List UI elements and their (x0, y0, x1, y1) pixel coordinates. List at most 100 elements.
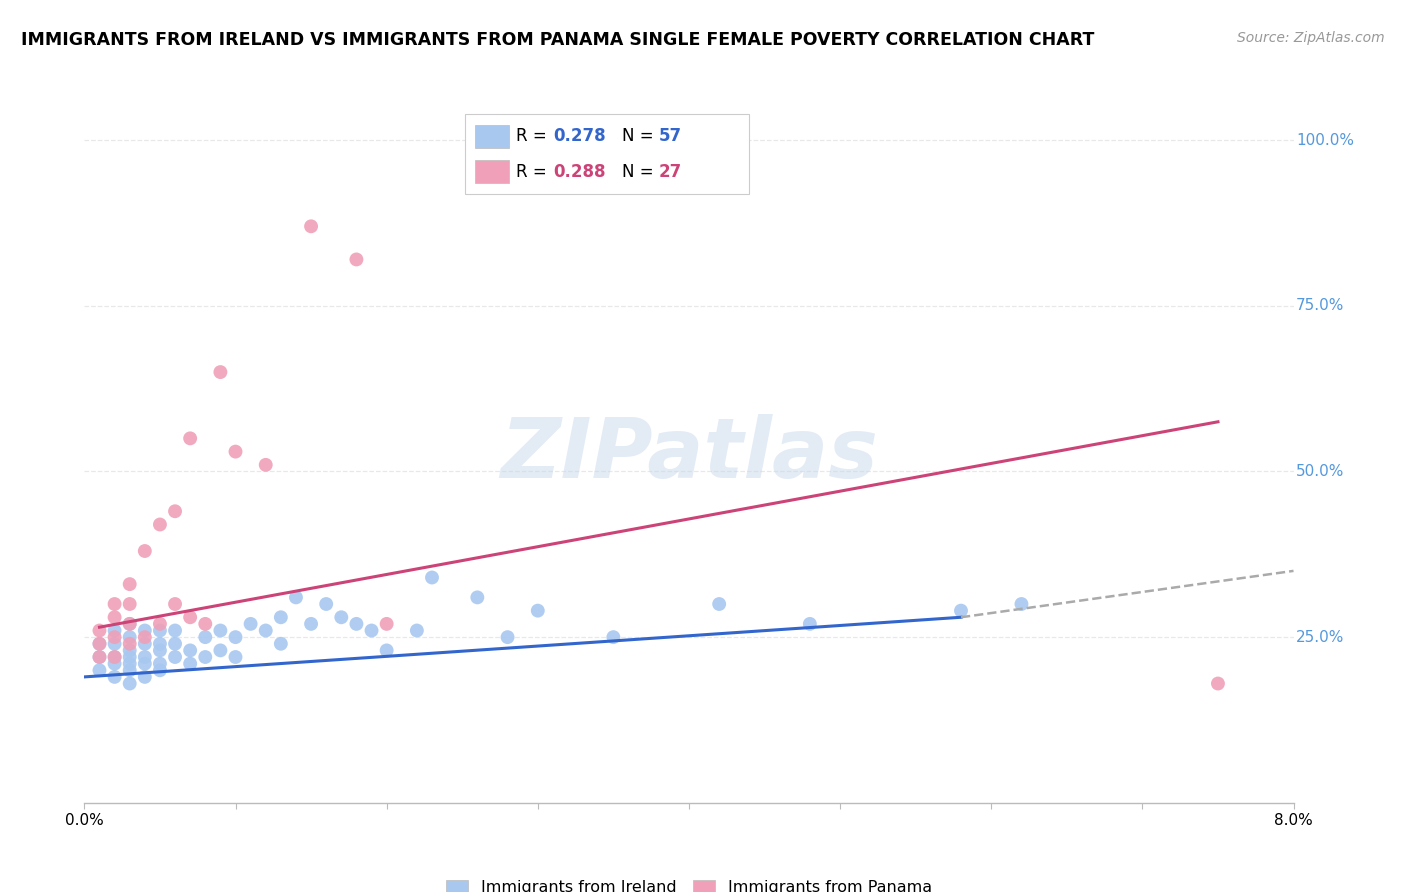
Point (165, 504, 187, 518)
Point (118, 597, 141, 611)
Text: IMMIGRANTS FROM IRELAND VS IMMIGRANTS FROM PANAMA SINGLE FEMALE POVERTY CORRELAT: IMMIGRANTS FROM IRELAND VS IMMIGRANTS FR… (21, 31, 1094, 49)
Point (165, 597, 187, 611)
Point (527, 604, 550, 618)
Point (299, 219, 322, 234)
Point (104, 637, 127, 651)
Text: R =: R = (516, 162, 553, 180)
Point (118, 616, 141, 631)
Point (420, 570, 443, 584)
Point (209, 643, 232, 657)
Point (330, 610, 353, 624)
Point (165, 637, 187, 651)
Bar (475, 125, 509, 147)
Point (118, 663, 141, 677)
Point (134, 650, 156, 665)
Point (179, 643, 201, 657)
Point (89, 650, 111, 665)
Text: 27: 27 (658, 162, 682, 180)
Point (134, 637, 156, 651)
Point (118, 630, 141, 644)
Point (496, 630, 519, 644)
Point (104, 657, 127, 671)
Point (104, 650, 127, 665)
Point (950, 604, 973, 618)
Point (239, 616, 262, 631)
Point (104, 624, 127, 638)
Point (179, 431, 201, 445)
Point (165, 650, 187, 665)
Point (360, 624, 382, 638)
Point (118, 637, 141, 651)
Point (118, 577, 141, 591)
Point (315, 597, 337, 611)
Text: 0.288: 0.288 (554, 162, 606, 180)
Point (225, 630, 247, 644)
Text: Source: ZipAtlas.com: Source: ZipAtlas.com (1237, 31, 1385, 45)
Point (104, 670, 127, 684)
Point (149, 643, 172, 657)
Point (118, 616, 141, 631)
Point (179, 657, 201, 671)
Point (149, 657, 172, 671)
Text: 57: 57 (658, 128, 682, 145)
Point (375, 643, 398, 657)
Point (118, 643, 141, 657)
Point (149, 624, 172, 638)
Point (254, 624, 277, 638)
Text: 75.0%: 75.0% (1296, 298, 1344, 313)
Point (149, 616, 172, 631)
Point (134, 624, 156, 638)
Point (89, 637, 111, 651)
Point (104, 610, 127, 624)
Point (225, 650, 247, 665)
Point (346, 252, 368, 267)
Point (118, 676, 141, 690)
Point (209, 365, 232, 379)
Point (709, 597, 731, 611)
Point (1206, 676, 1229, 690)
Point (1011, 597, 1033, 611)
Text: R =: R = (516, 128, 553, 145)
Point (299, 616, 322, 631)
Text: 100.0%: 100.0% (1296, 133, 1354, 148)
Point (149, 663, 172, 677)
Point (270, 637, 292, 651)
Text: 0.278: 0.278 (554, 128, 606, 145)
Point (225, 444, 247, 458)
Text: 50.0%: 50.0% (1296, 464, 1344, 479)
Point (104, 597, 127, 611)
Point (346, 616, 368, 631)
Point (194, 616, 217, 631)
Point (194, 650, 217, 665)
Point (118, 657, 141, 671)
Point (134, 630, 156, 644)
Point (284, 591, 308, 605)
Point (602, 630, 624, 644)
Point (165, 624, 187, 638)
FancyBboxPatch shape (465, 114, 749, 194)
Point (89, 650, 111, 665)
Point (799, 616, 821, 631)
Point (104, 650, 127, 665)
Text: N =: N = (623, 162, 659, 180)
Point (254, 458, 277, 472)
Point (149, 637, 172, 651)
Point (209, 624, 232, 638)
Point (118, 650, 141, 665)
Text: 25.0%: 25.0% (1296, 630, 1344, 645)
Point (467, 591, 489, 605)
Point (194, 630, 217, 644)
Bar (475, 161, 509, 183)
Point (89, 637, 111, 651)
Point (104, 630, 127, 644)
Point (89, 624, 111, 638)
Point (134, 544, 156, 558)
Point (406, 624, 429, 638)
Text: ZIPatlas: ZIPatlas (501, 415, 877, 495)
Point (375, 616, 398, 631)
Point (149, 517, 172, 532)
Point (179, 610, 201, 624)
Point (134, 670, 156, 684)
Point (134, 657, 156, 671)
Point (89, 663, 111, 677)
